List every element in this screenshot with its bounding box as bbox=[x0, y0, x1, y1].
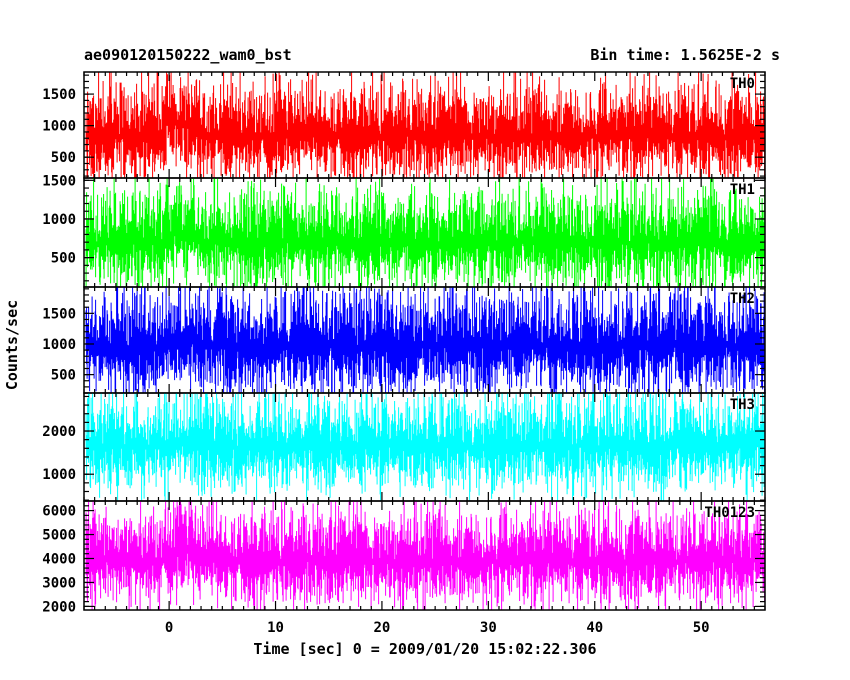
y-tick-label: 6000 bbox=[42, 504, 76, 520]
x-tick-label: 50 bbox=[693, 620, 710, 636]
y-tick-label: 1500 bbox=[42, 306, 76, 322]
y-tick-label: 1000 bbox=[42, 467, 76, 483]
y-tick-label: 2000 bbox=[42, 599, 76, 615]
y-tick-label: 500 bbox=[51, 251, 76, 267]
y-tick-label: 1500 bbox=[42, 87, 76, 103]
x-axis-title: Time [sec] 0 = 2009/01/20 15:02:22.306 bbox=[253, 640, 596, 658]
panels-group: 500 1000 1500 TH0 500 1000 1500 TH1 500 1000 1500 T… bbox=[42, 71, 766, 615]
panel-th0: 500 1000 1500 TH0 bbox=[42, 71, 766, 179]
panel-label-th2: TH2 bbox=[730, 291, 755, 307]
x-axis: 0 10 20 30 40 50 bbox=[165, 620, 710, 636]
y-tick-label: 500 bbox=[51, 368, 76, 384]
y-tick-label: 500 bbox=[51, 150, 76, 166]
series-line-th0 bbox=[85, 72, 765, 178]
y-tick-label: 1000 bbox=[42, 212, 76, 228]
x-tick-label: 20 bbox=[374, 620, 391, 636]
y-tick-label: 2000 bbox=[42, 424, 76, 440]
panel-label-th0123: TH0123 bbox=[704, 505, 755, 521]
series-line-th2 bbox=[85, 287, 765, 393]
series-line-th0123 bbox=[85, 501, 765, 610]
panel-th2: 500 1000 1500 TH2 bbox=[42, 286, 766, 394]
panel-label-th0: TH0 bbox=[730, 76, 755, 92]
panel-th3: 1000 2000 TH3 bbox=[42, 392, 766, 502]
y-axis-title: Counts/sec bbox=[3, 300, 21, 390]
bin-time-label: Bin time: 1.5625E-2 s bbox=[590, 46, 780, 64]
y-tick-label: 1000 bbox=[42, 119, 76, 135]
y-tick-label: 1500 bbox=[42, 173, 76, 189]
panel-label-th1: TH1 bbox=[730, 182, 755, 198]
x-tick-label: 40 bbox=[586, 620, 603, 636]
y-tick-label: 5000 bbox=[42, 528, 76, 544]
series-line-th1 bbox=[85, 178, 765, 287]
x-tick-label: 30 bbox=[480, 620, 497, 636]
x-tick-label: 10 bbox=[267, 620, 284, 636]
series-line-th3 bbox=[85, 393, 765, 501]
y-tick-label: 4000 bbox=[42, 551, 76, 567]
y-tick-label: 1000 bbox=[42, 337, 76, 353]
panel-th0123: 2000 3000 4000 5000 6000 TH0123 bbox=[42, 500, 766, 615]
panel-th1: 500 1000 1500 TH1 bbox=[42, 173, 766, 288]
x-tick-label: 0 bbox=[165, 620, 173, 636]
panel-label-th3: TH3 bbox=[730, 397, 755, 413]
y-tick-label: 3000 bbox=[42, 575, 76, 591]
chart-title: ae090120150222_wam0_bst bbox=[84, 46, 292, 64]
